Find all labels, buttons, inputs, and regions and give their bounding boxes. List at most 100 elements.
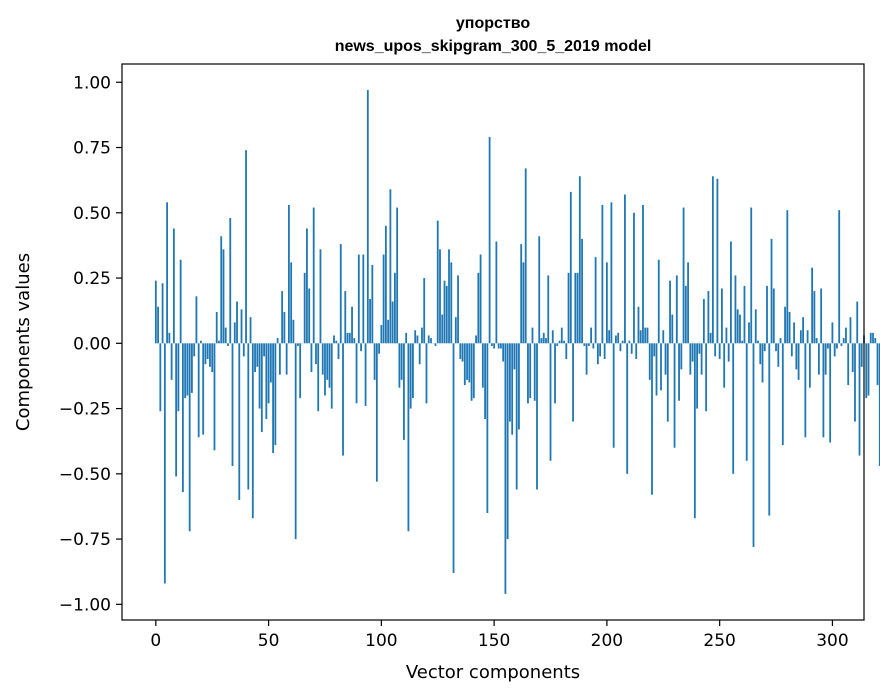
bar — [599, 343, 602, 357]
bar — [542, 332, 545, 344]
bar — [675, 275, 678, 344]
bar — [829, 343, 832, 443]
bar — [412, 343, 414, 399]
bar — [436, 220, 439, 344]
x-tick-label: 200 — [591, 631, 623, 651]
bar — [181, 343, 184, 493]
bar — [177, 343, 180, 412]
bars-group — [154, 90, 880, 594]
bar — [475, 335, 477, 344]
bar — [218, 340, 220, 344]
bar — [822, 343, 825, 438]
bar — [283, 311, 286, 344]
bar — [799, 330, 802, 344]
bar — [342, 343, 344, 456]
bar — [698, 343, 701, 354]
y-tick-label: −1.00 — [59, 595, 111, 615]
bar — [820, 288, 823, 344]
bar — [263, 343, 265, 357]
bar — [353, 338, 356, 344]
bar — [310, 343, 313, 373]
bar — [398, 343, 401, 388]
chart-subtitle: news_upos_skipgram_300_5_2019 model — [335, 38, 652, 55]
y-tick-label: −0.25 — [59, 400, 111, 420]
bar — [220, 236, 223, 344]
bar — [495, 241, 498, 344]
bar — [163, 343, 166, 584]
bar — [860, 343, 863, 367]
chart-title: упорство — [456, 15, 530, 32]
bar — [197, 343, 200, 438]
bar — [642, 204, 644, 344]
bar — [804, 343, 807, 438]
bar — [558, 340, 561, 344]
bar — [858, 343, 861, 456]
bar — [766, 285, 768, 344]
bar — [601, 204, 604, 344]
bar — [175, 343, 178, 477]
bar — [874, 338, 877, 344]
bar — [362, 254, 365, 344]
bar — [414, 330, 417, 344]
bar — [154, 280, 157, 344]
bar — [441, 314, 444, 344]
bar — [545, 338, 547, 344]
bar — [236, 301, 238, 344]
bar — [808, 343, 811, 388]
bar — [836, 343, 838, 349]
bar — [215, 311, 218, 344]
bar — [592, 343, 595, 349]
x-tick-label: 0 — [150, 631, 161, 651]
bar — [617, 332, 620, 344]
bar — [434, 343, 437, 346]
bar — [781, 343, 784, 446]
bar — [188, 343, 191, 532]
bar — [384, 225, 387, 344]
bar — [518, 343, 520, 430]
plot-frame — [121, 63, 865, 621]
bar — [287, 204, 290, 344]
bar — [610, 202, 613, 344]
bar — [872, 332, 874, 344]
bar — [416, 335, 419, 344]
bar — [324, 343, 326, 396]
bar — [563, 340, 565, 344]
bar — [554, 343, 556, 404]
bar — [466, 343, 468, 380]
bar — [497, 343, 500, 349]
bar — [405, 332, 408, 344]
bar — [479, 254, 482, 344]
bar — [824, 343, 827, 375]
bar — [522, 262, 525, 344]
bar — [707, 291, 710, 344]
y-axis-label: Components values — [13, 253, 34, 431]
bar — [382, 254, 385, 344]
bar — [319, 249, 322, 344]
bar — [583, 343, 586, 346]
bar — [827, 343, 829, 349]
y-tick-label: 1.00 — [73, 73, 111, 93]
bar — [655, 343, 658, 396]
bar — [651, 343, 653, 495]
x-tick-label: 250 — [703, 631, 735, 651]
bar — [687, 262, 689, 344]
bar — [621, 340, 624, 344]
bar — [242, 343, 245, 357]
bar — [723, 343, 726, 388]
bar — [502, 343, 505, 362]
y-tick-label: −0.50 — [59, 465, 111, 485]
bar — [459, 343, 462, 359]
bar — [389, 189, 392, 344]
bar — [637, 306, 640, 344]
bar — [224, 327, 227, 344]
bar — [662, 330, 665, 344]
bar — [369, 298, 371, 344]
bar — [693, 343, 696, 519]
bar — [393, 272, 396, 344]
bar — [425, 343, 428, 404]
bar — [784, 306, 786, 344]
bar — [278, 343, 281, 375]
bar — [551, 330, 554, 344]
bar — [538, 236, 541, 344]
